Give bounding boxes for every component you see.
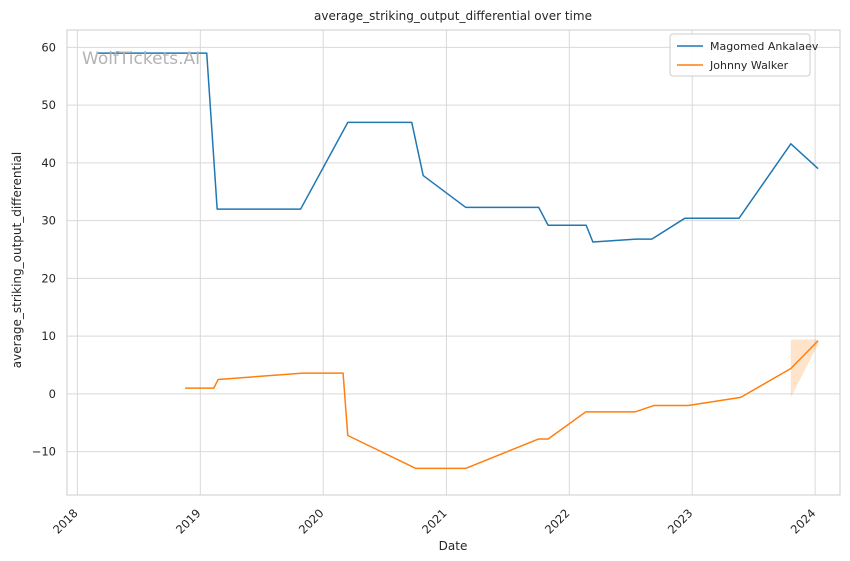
legend-label-walker: Johnny Walker (709, 59, 789, 72)
legend-label-ankalaev: Magomed Ankalaev (710, 40, 819, 53)
series-line-1 (185, 340, 819, 470)
y-tick-label: 30 (41, 214, 56, 228)
x-tick-label: 2024 (788, 506, 819, 537)
y-axis-ticks: 60 50 40 30 20 10 0 −10 (32, 40, 56, 458)
x-axis-ticks: 2018 2019 2020 2021 2022 2023 2024 (50, 506, 818, 537)
x-tick-label: 2019 (173, 506, 204, 537)
x-tick-label: 2021 (419, 506, 450, 537)
y-tick-label: 10 (41, 329, 56, 343)
watermark: WolfTickets.AI (82, 49, 200, 69)
y-tick-label: 60 (41, 40, 56, 54)
y-axis-label: average_striking_output_differential (10, 152, 24, 368)
y-tick-label: −10 (32, 445, 56, 459)
x-tick-label: 2018 (50, 506, 81, 537)
x-axis-label: Date (439, 539, 468, 553)
x-tick-label: 2020 (296, 506, 327, 537)
series-lines (97, 52, 819, 470)
x-tick-label: 2023 (665, 506, 696, 537)
legend-box (669, 33, 811, 77)
y-tick-label: 50 (41, 98, 56, 112)
chart-title: average_striking_output_differential ove… (314, 9, 592, 23)
confidence-band-1 (790, 339, 819, 398)
y-tick-label: 40 (41, 156, 56, 170)
confidence-bands (790, 339, 819, 398)
y-tick-label: 0 (49, 387, 56, 401)
y-tick-label: 20 (41, 271, 56, 285)
series-line-0 (97, 52, 819, 243)
grid (67, 30, 840, 495)
legend: Magomed Ankalaev Johnny Walker (669, 33, 819, 77)
plot-border (66, 29, 841, 496)
x-tick-label: 2022 (542, 506, 573, 537)
plot-frame (66, 29, 841, 496)
